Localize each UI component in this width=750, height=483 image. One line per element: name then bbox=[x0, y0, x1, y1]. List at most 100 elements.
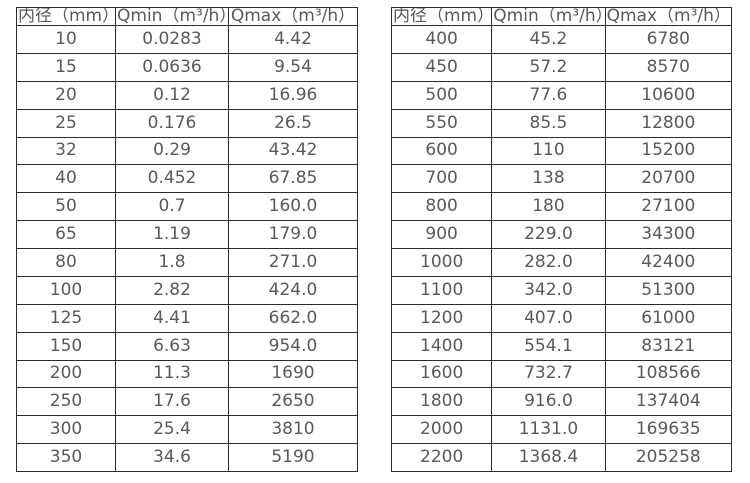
table-cell: 137404 bbox=[604, 387, 733, 417]
table-cell: 34.6 bbox=[115, 443, 229, 472]
table-cell: 100 bbox=[16, 275, 116, 305]
tables-container: 内径（mm） Qmin（m³/h） Qmax（m³/h） 10 0.0283 4.42 1… bbox=[16, 7, 733, 472]
table-cell: 20700 bbox=[604, 164, 733, 194]
table-row: 550 85.5 12800 bbox=[390, 108, 733, 138]
table-row: 25 0.176 26.5 bbox=[16, 108, 358, 138]
table-cell: 662.0 bbox=[228, 303, 358, 333]
table-cell: 45.2 bbox=[491, 25, 606, 54]
table-row: 250 17.6 2650 bbox=[16, 387, 358, 417]
table-row: 600 110 15200 bbox=[390, 136, 733, 166]
table-cell: 83121 bbox=[604, 331, 733, 361]
table-cell: 300 bbox=[16, 415, 116, 445]
table-cell: 2000 bbox=[390, 415, 493, 445]
flow-spec-table-left: 内径（mm） Qmin（m³/h） Qmax（m³/h） 10 0.0283 4.42 1… bbox=[16, 7, 358, 472]
table-cell: 700 bbox=[390, 164, 493, 194]
table-row: 80 1.8 271.0 bbox=[16, 248, 358, 277]
table-cell: 85.5 bbox=[491, 108, 606, 138]
table-cell: 42400 bbox=[604, 248, 733, 277]
table-cell: 205258 bbox=[604, 443, 733, 472]
table-cell: 169635 bbox=[604, 415, 733, 445]
table-cell: 250 bbox=[16, 387, 116, 417]
table-row: 350 34.6 5190 bbox=[16, 443, 358, 472]
header-row: 内径（mm） Qmin（m³/h） Qmax（m³/h） bbox=[390, 7, 733, 26]
flow-spec-table-right: 内径（mm） Qmin（m³/h） Qmax（m³/h） 400 45.2 6780 45… bbox=[390, 7, 733, 472]
table-cell: 5190 bbox=[228, 443, 358, 472]
table-cell: 80 bbox=[16, 248, 116, 277]
table-row: 10 0.0283 4.42 bbox=[16, 25, 358, 54]
table-cell: 61000 bbox=[604, 303, 733, 333]
table-cell: 4.42 bbox=[228, 25, 358, 54]
table-row: 1600 732.7 108566 bbox=[390, 359, 733, 389]
table-cell: 77.6 bbox=[491, 80, 606, 110]
table-row: 400 45.2 6780 bbox=[390, 25, 733, 54]
table-cell: 179.0 bbox=[228, 220, 358, 249]
table-cell: 0.29 bbox=[115, 136, 229, 166]
table-cell: 342.0 bbox=[491, 275, 606, 305]
table-cell: 0.452 bbox=[115, 164, 229, 194]
column-header: 内径（mm） bbox=[390, 7, 493, 26]
table-cell: 108566 bbox=[604, 359, 733, 389]
table-row: 1000 282.0 42400 bbox=[390, 248, 733, 277]
table-row: 1800 916.0 137404 bbox=[390, 387, 733, 417]
table-cell: 6780 bbox=[604, 25, 733, 54]
table-row: 40 0.452 67.85 bbox=[16, 164, 358, 194]
table-cell: 10600 bbox=[604, 80, 733, 110]
table-cell: 554.1 bbox=[491, 331, 606, 361]
table-cell: 800 bbox=[390, 192, 493, 222]
table-row: 200 11.3 1690 bbox=[16, 359, 358, 389]
table-cell: 0.0636 bbox=[115, 52, 229, 82]
table-cell: 11.3 bbox=[115, 359, 229, 389]
table-cell: 1690 bbox=[228, 359, 358, 389]
table-row: 15 0.0636 9.54 bbox=[16, 52, 358, 82]
table-row: 65 1.19 179.0 bbox=[16, 220, 358, 249]
table-cell: 25.4 bbox=[115, 415, 229, 445]
table-cell: 500 bbox=[390, 80, 493, 110]
table-cell: 550 bbox=[390, 108, 493, 138]
table-cell: 1000 bbox=[390, 248, 493, 277]
table-cell: 732.7 bbox=[491, 359, 606, 389]
table-cell: 25 bbox=[16, 108, 116, 138]
column-header: Qmin（m³/h） bbox=[491, 7, 606, 26]
table-cell: 0.0283 bbox=[115, 25, 229, 54]
table-row: 32 0.29 43.42 bbox=[16, 136, 358, 166]
table-row: 2200 1368.4 205258 bbox=[390, 443, 733, 472]
table-cell: 1131.0 bbox=[491, 415, 606, 445]
table-cell: 229.0 bbox=[491, 220, 606, 249]
header-row: 内径（mm） Qmin（m³/h） Qmax（m³/h） bbox=[16, 7, 358, 26]
table-cell: 20 bbox=[16, 80, 116, 110]
table-cell: 424.0 bbox=[228, 275, 358, 305]
table-cell: 600 bbox=[390, 136, 493, 166]
table-cell: 0.176 bbox=[115, 108, 229, 138]
table-cell: 12800 bbox=[604, 108, 733, 138]
table-row: 500 77.6 10600 bbox=[390, 80, 733, 110]
table-cell: 17.6 bbox=[115, 387, 229, 417]
table-cell: 450 bbox=[390, 52, 493, 82]
table-cell: 65 bbox=[16, 220, 116, 249]
table-cell: 43.42 bbox=[228, 136, 358, 166]
table-cell: 200 bbox=[16, 359, 116, 389]
table-cell: 0.12 bbox=[115, 80, 229, 110]
table-body-right: 400 45.2 6780 450 57.2 8570 500 77.6 10600 550 85.… bbox=[390, 25, 733, 472]
table-row: 300 25.4 3810 bbox=[16, 415, 358, 445]
column-header: Qmax（m³/h） bbox=[228, 7, 358, 26]
table-cell: 34300 bbox=[604, 220, 733, 249]
table-cell: 16.96 bbox=[228, 80, 358, 110]
table-row: 2000 1131.0 169635 bbox=[390, 415, 733, 445]
table-cell: 51300 bbox=[604, 275, 733, 305]
table-cell: 10 bbox=[16, 25, 116, 54]
table-cell: 110 bbox=[491, 136, 606, 166]
table-row: 900 229.0 34300 bbox=[390, 220, 733, 249]
table-cell: 1.8 bbox=[115, 248, 229, 277]
table-cell: 160.0 bbox=[228, 192, 358, 222]
table-row: 1100 342.0 51300 bbox=[390, 275, 733, 305]
table-cell: 3810 bbox=[228, 415, 358, 445]
table-row: 450 57.2 8570 bbox=[390, 52, 733, 82]
table-cell: 32 bbox=[16, 136, 116, 166]
table-cell: 180 bbox=[491, 192, 606, 222]
table-cell: 150 bbox=[16, 331, 116, 361]
table-cell: 954.0 bbox=[228, 331, 358, 361]
table-cell: 900 bbox=[390, 220, 493, 249]
table-cell: 350 bbox=[16, 443, 116, 472]
table-cell: 916.0 bbox=[491, 387, 606, 417]
